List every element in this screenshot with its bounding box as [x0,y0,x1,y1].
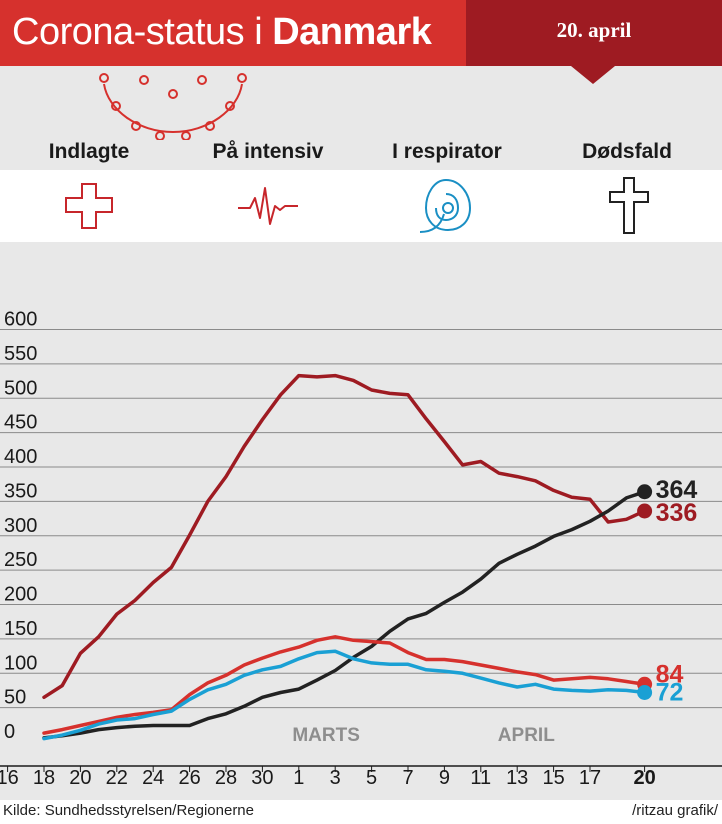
title-banner: Corona-status i Danmark [0,0,466,66]
category-label-intensiv: På intensiv [212,140,324,163]
y-tick-label: 50 [4,687,26,709]
date-banner: 20. april [466,0,722,66]
series-end-label: 364 [656,476,698,504]
month-label: APRIL [498,725,555,746]
y-tick-label: 200 [4,584,37,606]
date-pointer [571,66,615,84]
y-tick-label: 500 [4,377,37,399]
header: Corona-status i Danmark 20. april [0,0,722,66]
y-tick-label: 350 [4,480,37,502]
series-end-marker [637,685,653,700]
x-tick-label: 5 [366,767,377,789]
y-tick-label: 100 [4,652,37,674]
x-tick-label: 24 [142,767,164,789]
title-prefix: Corona-status i [12,11,273,53]
x-tick-label: 20 [633,767,655,789]
series-line [42,649,647,741]
x-tick-label: 30 [251,767,273,789]
credit-note: /ritzau grafik/ [632,802,718,819]
series-end-label: 336 [656,499,698,527]
x-tick-label: 18 [33,767,55,789]
respirator-mask-icon [420,178,472,233]
title-country: Danmark [272,11,432,53]
series-end-marker [637,484,653,500]
y-tick-label: 600 [4,309,37,331]
medical-cross-icon [65,183,113,229]
x-tick-label: 16 [0,767,19,789]
virus-icon [99,73,247,140]
x-tick-label: 15 [542,767,564,789]
y-tick-label: 250 [4,549,37,571]
y-tick-label: 450 [4,412,37,434]
icon-panel [0,170,722,242]
x-tick-label: 17 [579,767,601,789]
y-tick-label: 150 [4,618,37,640]
category-label-respirator: I respirator [392,140,502,163]
x-tick-label: 9 [439,767,450,789]
x-tick-label: 26 [178,767,200,789]
x-tick-label: 3 [330,767,341,789]
x-tick-label: 13 [506,767,528,789]
x-tick-label: 28 [215,767,237,789]
x-tick-label: 22 [106,767,128,789]
x-tick-label: 11 [470,767,491,789]
series-line [42,373,647,700]
series-end-marker [637,503,653,519]
x-tick-label: 20 [69,767,91,789]
x-tick-label: 1 [293,767,304,789]
month-label: MARTS [292,725,360,746]
date-label: 20. april [556,18,632,42]
chart-area [0,242,722,800]
heartbeat-icon [238,187,298,225]
series-end-label: 84 [656,660,684,688]
page-title: Corona-status i Danmark [12,8,432,56]
y-tick-label: 400 [4,446,37,468]
category-label-indlagte: Indlagte [48,140,130,163]
y-tick-label: 300 [4,515,37,537]
christian-cross-icon [609,177,649,234]
source-note: Kilde: Sundhedsstyrelsen/Regionerne [3,802,254,819]
y-tick-label: 550 [4,343,37,365]
series-line [42,490,647,740]
category-label-doedsfald: Dødsfald [582,140,672,163]
y-tick-label: 0 [4,721,15,743]
series-end-label: 72 [656,679,684,707]
series-line [42,635,647,735]
x-tick-label: 7 [402,767,413,789]
